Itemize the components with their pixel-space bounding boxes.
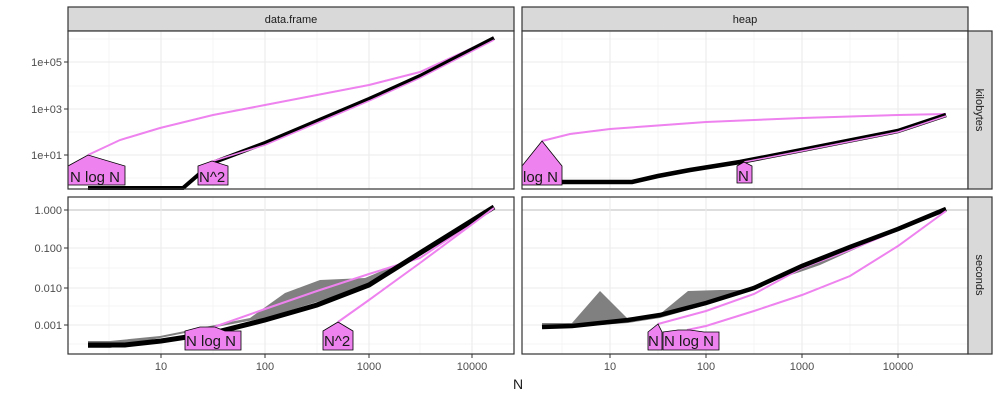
ref-logn-line (541, 113, 947, 142)
measured-line (542, 112, 947, 185)
measured-line (88, 36, 495, 190)
svg-text:N^2: N^2 (199, 169, 225, 186)
x-axis-left: 10 100 1000 10000 (155, 354, 487, 373)
ref-nlogn-line (87, 37, 495, 156)
svg-text:0.010: 0.010 (34, 283, 62, 295)
strip-seconds (967, 196, 993, 355)
strip-label-heap: heap (733, 14, 757, 26)
svg-text:N: N (648, 333, 659, 350)
panel-heap-kilobytes: heap log N N kilobytes (521, 6, 993, 190)
measured-line (541, 206, 947, 330)
svg-text:10000: 10000 (883, 361, 914, 373)
svg-text:N log N: N log N (664, 333, 714, 350)
x-axis-title: N (513, 376, 523, 392)
svg-text:100: 100 (697, 361, 715, 373)
panel-dataframe-seconds: N log N N^2 (67, 196, 515, 355)
svg-text:N^2: N^2 (324, 333, 350, 350)
strip-label-seconds: seconds (973, 255, 985, 296)
ref-n-line (743, 115, 947, 163)
ref-n2-line (209, 39, 495, 163)
label-logn: log N (521, 140, 563, 186)
svg-text:N: N (738, 168, 749, 185)
svg-text:10: 10 (604, 361, 616, 373)
measured-line (88, 204, 496, 348)
svg-text:log N: log N (523, 169, 558, 186)
strip-label-kilobytes: kilobytes (973, 89, 985, 132)
range-band (542, 208, 946, 327)
label-n: N (736, 161, 753, 185)
strip-kilobytes (967, 30, 993, 190)
ref-n2-line (337, 207, 495, 323)
ref-n-line (686, 210, 947, 331)
y-axis-seconds: 0.001 0.010 0.100 1.000 (34, 205, 68, 332)
label-nlogn: N log N (184, 326, 242, 351)
strip-label-dataframe: data.frame (265, 14, 318, 26)
svg-text:1000: 1000 (790, 361, 814, 373)
svg-text:100: 100 (256, 361, 274, 373)
svg-text:0.001: 0.001 (34, 320, 62, 332)
strip-dataframe (67, 6, 515, 32)
label-n: N (647, 323, 663, 351)
svg-text:N log N: N log N (186, 333, 236, 350)
svg-text:1000: 1000 (357, 361, 381, 373)
svg-text:1.000: 1.000 (34, 205, 62, 217)
svg-text:N log N: N log N (70, 169, 120, 186)
svg-text:1e+03: 1e+03 (31, 104, 62, 116)
svg-text:10: 10 (155, 361, 167, 373)
svg-text:10000: 10000 (457, 361, 488, 373)
label-nlogn: N log N (662, 329, 720, 351)
label-n2: N^2 (322, 321, 354, 351)
y-axis-kilobytes: 1e+01 1e+03 1e+05 (31, 57, 68, 162)
svg-text:0.100: 0.100 (34, 243, 62, 255)
label-nlogn: N log N (67, 154, 126, 186)
panel-heap-seconds: N N log N seconds (521, 196, 993, 355)
panel-dataframe-kilobytes: data.frame N log N N^2 (67, 6, 515, 190)
label-n2: N^2 (197, 160, 229, 186)
ref-nlogn-line (213, 207, 495, 328)
x-axis-right: 10 100 1000 10000 (604, 354, 913, 373)
svg-text:1e+01: 1e+01 (31, 150, 62, 162)
svg-text:1e+05: 1e+05 (31, 57, 62, 69)
